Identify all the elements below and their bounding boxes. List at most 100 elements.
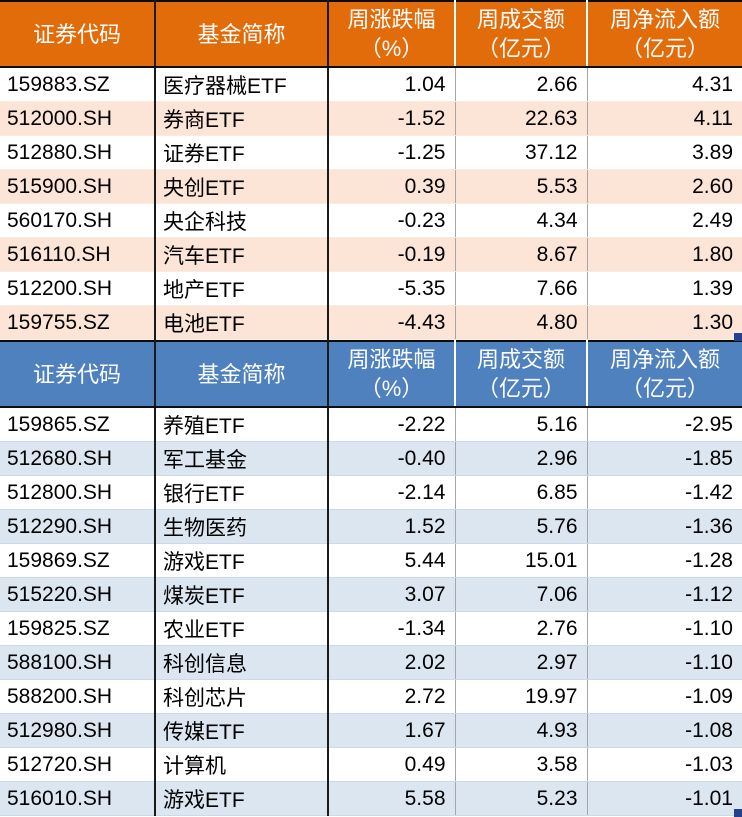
weekly-turnover-cell[interactable]: 4.34	[455, 203, 588, 238]
col-header-fund-name[interactable]: 基金简称	[155, 1, 329, 68]
weekly-turnover-cell[interactable]: 2.97	[455, 645, 588, 680]
weekly-change-cell[interactable]: -2.14	[328, 475, 456, 510]
fund-name-cell[interactable]: 汽车ETF	[155, 237, 329, 272]
weekly-change-cell[interactable]: -2.22	[328, 407, 456, 442]
col-header-weekly-turnover[interactable]: 周成交额 （亿元）	[455, 341, 588, 408]
security-code-cell[interactable]: 512290.SH	[0, 509, 156, 544]
weekly-change-cell[interactable]: 0.39	[328, 169, 456, 204]
security-code-cell[interactable]: 512000.SH	[0, 101, 156, 136]
col-header-weekly-change[interactable]: 周涨跌幅 （%）	[328, 341, 456, 408]
security-code-cell[interactable]: 159883.SZ	[0, 67, 156, 102]
weekly-turnover-cell[interactable]: 37.12	[455, 135, 588, 170]
weekly-turnover-cell[interactable]: 8.67	[455, 237, 588, 272]
weekly-change-cell[interactable]: 2.02	[328, 645, 456, 680]
weekly-netflow-cell[interactable]: 4.11	[587, 101, 742, 136]
col-header-weekly-netflow[interactable]: 周净流入额 （亿元）	[587, 1, 742, 68]
weekly-change-cell[interactable]: -1.52	[328, 101, 456, 136]
fund-name-cell[interactable]: 煤炭ETF	[155, 577, 329, 612]
weekly-turnover-cell[interactable]: 4.80	[455, 305, 588, 340]
weekly-netflow-cell[interactable]: 2.60	[587, 169, 742, 204]
weekly-turnover-cell[interactable]: 5.23	[455, 781, 588, 816]
col-header-security-code[interactable]: 证券代码	[0, 341, 156, 408]
weekly-turnover-cell[interactable]: 7.06	[455, 577, 588, 612]
fund-name-cell[interactable]: 养殖ETF	[155, 407, 329, 442]
weekly-netflow-cell[interactable]: 1.80	[587, 237, 742, 272]
weekly-change-cell[interactable]: 1.52	[328, 509, 456, 544]
weekly-change-cell[interactable]: -1.25	[328, 135, 456, 170]
fund-name-cell[interactable]: 医疗器械ETF	[155, 67, 329, 102]
col-header-weekly-turnover[interactable]: 周成交额 （亿元）	[455, 1, 588, 68]
weekly-turnover-cell[interactable]: 3.58	[455, 747, 588, 782]
weekly-netflow-cell[interactable]: -1.28	[587, 543, 742, 578]
weekly-netflow-cell[interactable]: -1.10	[587, 645, 742, 680]
security-code-cell[interactable]: 588100.SH	[0, 645, 156, 680]
selection-fill-handle[interactable]	[734, 809, 742, 817]
weekly-change-cell[interactable]: 2.72	[328, 679, 456, 714]
weekly-change-cell[interactable]: 1.67	[328, 713, 456, 748]
col-header-weekly-netflow[interactable]: 周净流入额 （亿元）	[587, 341, 742, 408]
security-code-cell[interactable]: 512800.SH	[0, 475, 156, 510]
weekly-turnover-cell[interactable]: 2.96	[455, 441, 588, 476]
fund-name-cell[interactable]: 游戏ETF	[155, 543, 329, 578]
col-header-weekly-change[interactable]: 周涨跌幅 （%）	[328, 1, 456, 68]
security-code-cell[interactable]: 515220.SH	[0, 577, 156, 612]
weekly-netflow-cell[interactable]: 2.49	[587, 203, 742, 238]
weekly-netflow-cell[interactable]: -1.08	[587, 713, 742, 748]
security-code-cell[interactable]: 512880.SH	[0, 135, 156, 170]
weekly-turnover-cell[interactable]: 5.16	[455, 407, 588, 442]
security-code-cell[interactable]: 512200.SH	[0, 271, 156, 306]
security-code-cell[interactable]: 512980.SH	[0, 713, 156, 748]
weekly-turnover-cell[interactable]: 2.76	[455, 611, 588, 646]
security-code-cell[interactable]: 560170.SH	[0, 203, 156, 238]
fund-name-cell[interactable]: 央企科技	[155, 203, 329, 238]
fund-name-cell[interactable]: 生物医药	[155, 509, 329, 544]
security-code-cell[interactable]: 159825.SZ	[0, 611, 156, 646]
weekly-change-cell[interactable]: -0.23	[328, 203, 456, 238]
weekly-netflow-cell[interactable]: -1.10	[587, 611, 742, 646]
weekly-netflow-cell[interactable]: 1.30	[587, 305, 742, 340]
weekly-change-cell[interactable]: -1.34	[328, 611, 456, 646]
fund-name-cell[interactable]: 券商ETF	[155, 101, 329, 136]
weekly-change-cell[interactable]: -0.40	[328, 441, 456, 476]
fund-name-cell[interactable]: 证券ETF	[155, 135, 329, 170]
weekly-netflow-cell[interactable]: 1.39	[587, 271, 742, 306]
weekly-change-cell[interactable]: 1.04	[328, 67, 456, 102]
weekly-turnover-cell[interactable]: 22.63	[455, 101, 588, 136]
security-code-cell[interactable]: 159865.SZ	[0, 407, 156, 442]
security-code-cell[interactable]: 516010.SH	[0, 781, 156, 816]
security-code-cell[interactable]: 159755.SZ	[0, 305, 156, 340]
weekly-turnover-cell[interactable]: 7.66	[455, 271, 588, 306]
security-code-cell[interactable]: 515900.SH	[0, 169, 156, 204]
fund-name-cell[interactable]: 电池ETF	[155, 305, 329, 340]
col-header-security-code[interactable]: 证券代码	[0, 1, 156, 68]
fund-name-cell[interactable]: 科创信息	[155, 645, 329, 680]
weekly-turnover-cell[interactable]: 5.53	[455, 169, 588, 204]
weekly-turnover-cell[interactable]: 4.93	[455, 713, 588, 748]
security-code-cell[interactable]: 512720.SH	[0, 747, 156, 782]
fund-name-cell[interactable]: 传媒ETF	[155, 713, 329, 748]
weekly-change-cell[interactable]: 5.58	[328, 781, 456, 816]
fund-name-cell[interactable]: 央创ETF	[155, 169, 329, 204]
selection-fill-handle[interactable]	[734, 333, 742, 341]
fund-name-cell[interactable]: 军工基金	[155, 441, 329, 476]
weekly-netflow-cell[interactable]: 3.89	[587, 135, 742, 170]
col-header-fund-name[interactable]: 基金简称	[155, 341, 329, 408]
weekly-netflow-cell[interactable]: -1.12	[587, 577, 742, 612]
fund-name-cell[interactable]: 银行ETF	[155, 475, 329, 510]
fund-name-cell[interactable]: 游戏ETF	[155, 781, 329, 816]
weekly-netflow-cell[interactable]: -1.36	[587, 509, 742, 544]
weekly-change-cell[interactable]: -4.43	[328, 305, 456, 340]
weekly-netflow-cell[interactable]: -1.85	[587, 441, 742, 476]
security-code-cell[interactable]: 159869.SZ	[0, 543, 156, 578]
weekly-change-cell[interactable]: -5.35	[328, 271, 456, 306]
weekly-netflow-cell[interactable]: -1.09	[587, 679, 742, 714]
weekly-netflow-cell[interactable]: 4.31	[587, 67, 742, 102]
weekly-turnover-cell[interactable]: 6.85	[455, 475, 588, 510]
fund-name-cell[interactable]: 科创芯片	[155, 679, 329, 714]
weekly-change-cell[interactable]: 0.49	[328, 747, 456, 782]
weekly-change-cell[interactable]: 3.07	[328, 577, 456, 612]
weekly-turnover-cell[interactable]: 19.97	[455, 679, 588, 714]
weekly-netflow-cell[interactable]: -1.42	[587, 475, 742, 510]
weekly-netflow-cell[interactable]: -1.01	[587, 781, 742, 816]
weekly-turnover-cell[interactable]: 2.66	[455, 67, 588, 102]
